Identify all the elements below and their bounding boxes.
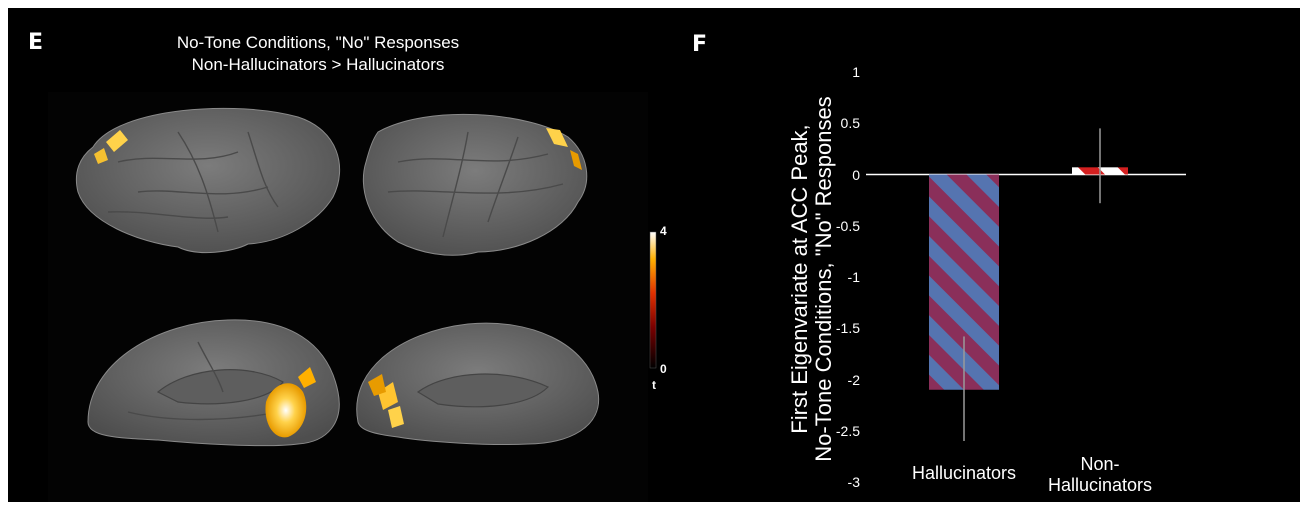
y-tick-label: -2 xyxy=(847,371,860,388)
colorbar-min-label: 0 xyxy=(660,362,667,376)
colorbar-variable-label: t xyxy=(652,378,656,392)
y-tick-label: 0.5 xyxy=(840,115,860,132)
y-tick-label: -1.5 xyxy=(835,320,860,337)
y-tick-label: -3 xyxy=(847,474,860,490)
panel-e-title-line2: Non-Hallucinators > Hallucinators xyxy=(191,55,445,74)
brain-right-lateral xyxy=(362,113,588,256)
y-tick-label: -1 xyxy=(847,269,860,285)
x-category-label: Non- Hallucinators xyxy=(1020,454,1180,496)
figure-canvas: E No-Tone Conditions, "No" Responses Non… xyxy=(8,8,1300,502)
panel-e-letter: E xyxy=(28,30,44,55)
brain-left-medial xyxy=(87,319,340,447)
brain-right-medial xyxy=(356,322,600,446)
y-tick-label: -2.5 xyxy=(835,422,860,439)
panel-e-title-line1: No-Tone Conditions, "No" Responses xyxy=(176,33,460,52)
panel-f-letter: F xyxy=(692,32,708,57)
y-tick-label: 1 xyxy=(852,64,860,80)
x-category-label-line: Non- xyxy=(1080,454,1120,474)
brain-left-lateral xyxy=(75,107,341,253)
brain-image-panel xyxy=(48,92,648,502)
y-tick-label: -0.5 xyxy=(835,217,860,234)
x-category-label-line: Hallucinators xyxy=(1047,475,1153,495)
x-category-label: Hallucinators xyxy=(884,463,1044,484)
x-category-label-line: Hallucinators xyxy=(911,463,1017,483)
y-tick-label: 0 xyxy=(852,166,860,183)
colorbar-max-label: 4 xyxy=(660,224,667,238)
bar-chart xyxy=(866,128,1186,441)
brain-surface-renders xyxy=(75,107,600,447)
colorbar xyxy=(649,231,657,369)
